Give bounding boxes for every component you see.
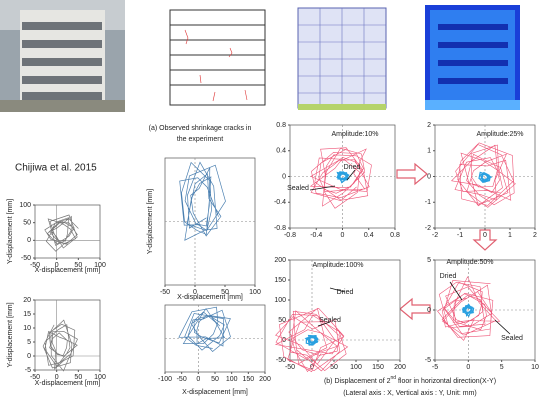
y-tick-label: -5	[425, 357, 431, 364]
x-tick-label: 1	[508, 232, 512, 239]
x-tick-label: 100	[350, 364, 362, 371]
x-tick-label: -0.8	[284, 232, 296, 239]
annotation: Amplitude:10%	[331, 131, 378, 138]
y-tick-label: 0.8	[276, 122, 286, 129]
y-tick-label: 1	[427, 148, 431, 155]
x-axis-label: X-displacement [mm]	[35, 267, 101, 274]
annotation: Sealed	[501, 335, 523, 342]
plot: -5 0 5 10 5 0 -5 Amplitude:50% Dried Sealed	[425, 257, 539, 371]
x-tick-label: -0.4	[310, 232, 322, 239]
x-tick-label: 5	[500, 364, 504, 371]
y-tick-label: 50	[23, 220, 31, 227]
author: Chijiwa et al. 2015	[15, 163, 97, 174]
x-tick-label: 100	[226, 376, 238, 383]
annotation: Sealed	[287, 185, 309, 192]
y-tick-label: 15	[23, 311, 31, 318]
x-tick-label: 0	[466, 364, 470, 371]
x-tick-label: 0.8	[390, 232, 400, 239]
plot-frame	[35, 300, 100, 370]
y-tick-label: -1	[425, 199, 431, 206]
y-tick-label: 0.4	[276, 148, 286, 155]
x-tick-label: 0	[341, 232, 345, 239]
plot: -2 -1 0 1 2 2 1 0 -1 -2 Amplitude:25%	[425, 122, 537, 239]
fe-model	[298, 8, 386, 110]
x-tick-label: -2	[432, 232, 438, 239]
y-tick-label: 100	[274, 297, 286, 304]
fe-contour	[425, 5, 520, 110]
annotation: Dried	[344, 164, 361, 171]
plot: -50050100100500-50X-displacement [mm]Y-d…	[7, 199, 106, 274]
x-tick-label: -50	[177, 376, 187, 383]
annotation: Amplitude:100%	[313, 262, 364, 269]
y-tick-label: 10	[23, 325, 31, 332]
y-axis-label: Y-displacement [mm]	[7, 199, 14, 264]
annotation: Dried	[337, 289, 354, 296]
y-tick-label: 0	[427, 307, 431, 314]
caption-b-text: (b) Displacement of 2	[324, 378, 391, 385]
x-axis-label: X-displacement [mm]	[182, 389, 248, 396]
plot: -100 -50 0 50 100 150 200 X-displacement [mm]	[158, 305, 271, 396]
x-tick-label: 0.4	[364, 232, 374, 239]
x-axis-label: X-displacement [mm]	[35, 380, 101, 387]
y-axis-label: Y-displacement [mm]	[7, 302, 14, 367]
x-tick-label: 100	[249, 289, 261, 296]
y-tick-label: 0	[282, 173, 286, 180]
y-tick-label: 20	[23, 297, 31, 304]
elevation-drawing	[170, 10, 265, 105]
y-tick-label: 5	[427, 257, 431, 264]
plot-frame	[290, 260, 400, 360]
y-tick-label: 0	[427, 173, 431, 180]
figure: (a) Observed shrinkage cracks in the exp…	[0, 0, 545, 403]
x-tick-label: 50	[330, 364, 338, 371]
x-tick-label: -50	[160, 289, 170, 296]
x-tick-label: 10	[531, 364, 539, 371]
y-tick-label: 150	[274, 277, 286, 284]
y-tick-label: 100	[19, 202, 31, 209]
x-tick-label: -50	[285, 364, 295, 371]
y-tick-label: -0.8	[274, 225, 286, 232]
y-tick-label: -5	[25, 367, 31, 374]
y-axis-label: Y-displacement [mm]	[147, 189, 154, 254]
y-tick-label: -50	[276, 357, 286, 364]
annotation: Sealed	[319, 317, 341, 324]
y-tick-label: 0	[27, 353, 31, 360]
x-tick-label: 200	[394, 364, 406, 371]
y-tick-label: -2	[425, 225, 431, 232]
caption-a-line1: (a) Observed shrinkage cracks in	[149, 125, 252, 132]
x-tick-label: 0	[196, 376, 200, 383]
y-tick-label: 200	[274, 257, 286, 264]
x-tick-label: 150	[242, 376, 254, 383]
x-tick-label: 200	[259, 376, 271, 383]
y-tick-label: -50	[21, 255, 31, 262]
x-tick-label: -100	[158, 376, 172, 383]
x-tick-label: 150	[372, 364, 384, 371]
caption-b-line2: (Lateral axis : X, Vertical axis : Y, Un…	[343, 390, 477, 397]
y-tick-label: 5	[27, 339, 31, 346]
annotation: Dried	[440, 273, 457, 280]
caption-a-line2: the experiment	[177, 136, 223, 143]
annotation: Amplitude:25%	[476, 131, 523, 138]
annotation: Amplitude:50%	[446, 259, 493, 266]
y-tick-label: 50	[278, 317, 286, 324]
building-photo	[0, 0, 125, 112]
y-tick-label: 0	[27, 237, 31, 244]
x-axis-label: X-displacement [mm]	[177, 294, 243, 301]
x-tick-label: 2	[533, 232, 537, 239]
caption-b-text: floor in horizontal direction(X-Y)	[396, 378, 496, 385]
plot: -0.8 -0.4 0 0.4 0.8 0.8 0.4 0 -0.4 -0.8 Amplitude:…	[274, 122, 400, 239]
x-tick-label: -5	[432, 364, 438, 371]
x-tick-label: 0	[483, 232, 487, 239]
caption-b-line1: (b) Displacement of 2nd floor in horizon…	[324, 375, 496, 385]
y-tick-label: -0.4	[274, 199, 286, 206]
y-tick-label: 2	[427, 122, 431, 129]
x-tick-label: -1	[457, 232, 463, 239]
x-tick-label: 50	[211, 376, 219, 383]
